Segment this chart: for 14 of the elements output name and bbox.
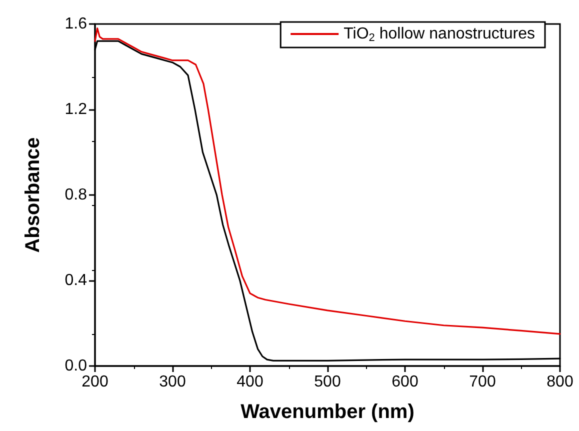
y-tick-label: 1.2 (64, 101, 88, 118)
x-axis-title: Wavenumber (nm) (240, 401, 414, 423)
y-tick-label: 0.4 (64, 272, 88, 289)
y-axis-title: Absorbance (22, 137, 44, 253)
x-tick-label: 600 (392, 374, 418, 390)
x-tick-label: 500 (314, 374, 341, 390)
x-tick-label: 700 (469, 374, 496, 390)
y-tick-label: 0.8 (64, 186, 88, 204)
y-tick-label: 1.6 (64, 16, 88, 32)
x-tick-label: 300 (159, 374, 186, 390)
x-tick-label: 400 (236, 374, 264, 390)
x-tick-label: 800 (546, 374, 574, 390)
x-tick-label: 200 (82, 374, 108, 390)
y-tick-label: 0.0 (64, 358, 88, 374)
